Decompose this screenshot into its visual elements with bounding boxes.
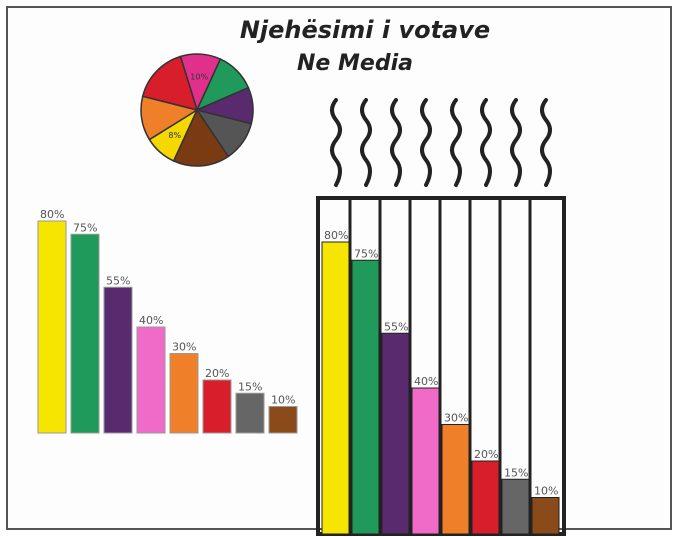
bar-value-label: 40% bbox=[414, 375, 438, 388]
bar-3 bbox=[381, 332, 410, 535]
bar-6 bbox=[202, 379, 232, 434]
steam-line bbox=[390, 98, 402, 187]
bar-chart-small: 80% 75% 55% 40% 30% 20% 15% 10% bbox=[37, 208, 298, 434]
pie-slice-label: 10% bbox=[190, 72, 208, 81]
bar-value-label: 15% bbox=[504, 466, 528, 479]
pie-chart: 10% 8% bbox=[140, 53, 254, 167]
bar-value-label: 55% bbox=[384, 320, 408, 333]
bar-4 bbox=[136, 326, 166, 434]
bar-value-label: 55% bbox=[106, 274, 130, 287]
pie-slice-5 bbox=[172, 108, 230, 167]
bar-value-label: 30% bbox=[444, 412, 468, 425]
steam-line bbox=[360, 98, 372, 187]
bar-8 bbox=[268, 406, 298, 434]
bar-value-label: 80% bbox=[40, 208, 64, 221]
bar-value-label: 80% bbox=[324, 229, 348, 242]
bar-5 bbox=[441, 424, 470, 535]
bar-value-label: 75% bbox=[73, 221, 97, 234]
steam-line bbox=[330, 98, 342, 187]
steam-line bbox=[480, 98, 492, 187]
bar-1 bbox=[37, 220, 67, 434]
bar-value-label: 10% bbox=[534, 485, 558, 498]
bar-value-label: 30% bbox=[172, 341, 196, 354]
pie-slice-label: 8% bbox=[168, 131, 181, 140]
bar-3 bbox=[103, 286, 133, 434]
chart-subtitle: Ne Media bbox=[297, 51, 413, 76]
steam-line bbox=[540, 98, 552, 187]
bar-value-label: 10% bbox=[271, 394, 295, 407]
bar-value-label: 20% bbox=[205, 367, 229, 380]
bar-4 bbox=[411, 387, 440, 535]
pie-slice-8 bbox=[141, 55, 199, 112]
chart-title: Njehësimi i votave bbox=[240, 16, 490, 44]
bar-1 bbox=[321, 241, 350, 535]
steam-line bbox=[420, 98, 432, 187]
bar-2 bbox=[351, 259, 380, 535]
bar-7 bbox=[235, 392, 265, 434]
bar-5 bbox=[169, 353, 199, 434]
bar-value-label: 40% bbox=[139, 314, 163, 327]
bar-value-label: 75% bbox=[354, 247, 378, 260]
bar-2 bbox=[70, 233, 100, 434]
bar-chart-large: 80% 75% 55% 40% 30% 20% 15% 10% bbox=[316, 98, 566, 536]
bar-6 bbox=[471, 460, 500, 535]
bar-7 bbox=[501, 478, 530, 535]
steam-line bbox=[510, 98, 522, 187]
bar-value-label: 15% bbox=[238, 380, 262, 393]
steam-line bbox=[450, 98, 462, 187]
bar-value-label: 20% bbox=[474, 448, 498, 461]
bar-8 bbox=[531, 497, 560, 535]
